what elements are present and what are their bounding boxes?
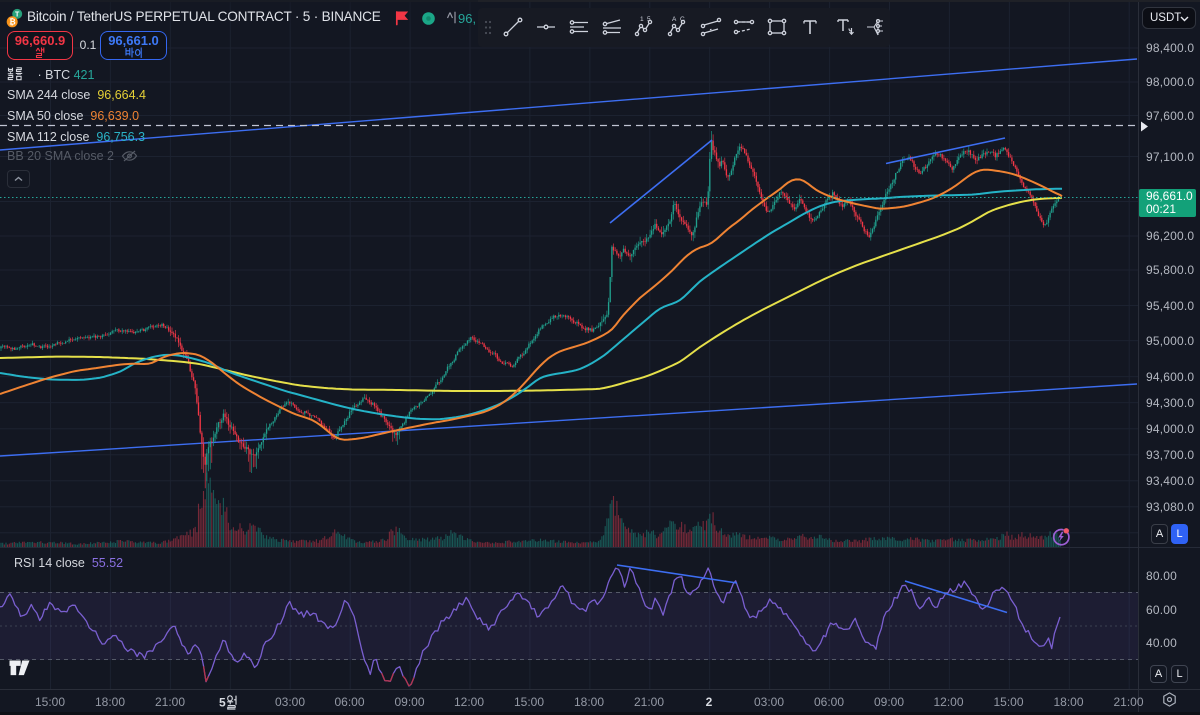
svg-text:A: A (672, 16, 677, 23)
svg-text:C: C (680, 16, 685, 23)
svg-text:T: T (15, 11, 20, 18)
svg-text:5: 5 (219, 696, 226, 710)
svg-text:₿: ₿ (9, 18, 16, 27)
svg-text:5: 5 (647, 16, 651, 23)
svg-text:1: 1 (640, 16, 644, 23)
